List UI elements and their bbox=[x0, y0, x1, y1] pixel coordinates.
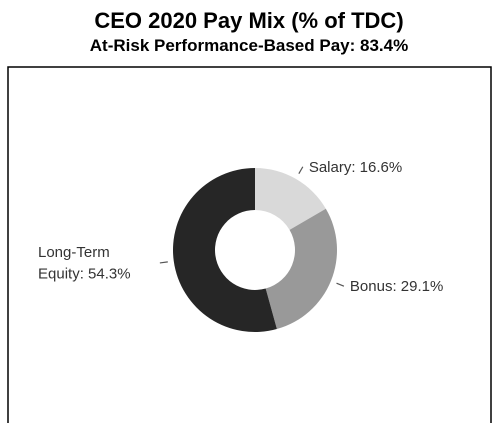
data-label: Long-Term Equity: 54.3% bbox=[38, 244, 131, 283]
chart-frame bbox=[7, 66, 492, 423]
donut-slice bbox=[255, 168, 326, 230]
chart-title: CEO 2020 Pay Mix (% of TDC) bbox=[94, 8, 403, 33]
chart-subtitle: At-Risk Performance-Based Pay: 83.4% bbox=[90, 36, 408, 55]
donut-slice bbox=[172, 168, 277, 332]
leader-line bbox=[336, 282, 345, 287]
donut-slice bbox=[265, 208, 337, 330]
data-label: Bonus: 29.1% bbox=[350, 278, 443, 295]
leader-line bbox=[298, 166, 304, 174]
data-label: Salary: 16.6% bbox=[309, 159, 402, 176]
leader-line bbox=[159, 261, 168, 264]
